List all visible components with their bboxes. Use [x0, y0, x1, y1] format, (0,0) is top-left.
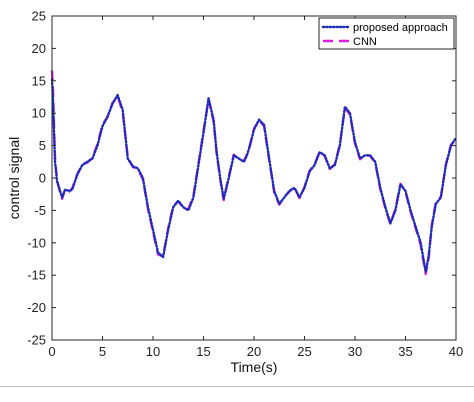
y-tick-label: 20: [32, 41, 46, 56]
legend-label-proposed-approach: proposed approach: [353, 22, 448, 34]
x-axis: 0 5 10 15 20 25 30 35 40: [48, 16, 463, 359]
y-tick-label: -20: [27, 300, 46, 315]
y-tick-label: -15: [27, 268, 46, 283]
y-axis: -25 -20 -15 -10 -5 0 5 10 15 20 25: [27, 9, 456, 348]
legend: proposed approach CNN: [318, 17, 455, 50]
series-layer: [50, 70, 458, 276]
legend-box: [318, 17, 455, 50]
y-tick-label: -25: [27, 333, 46, 348]
y-tick-label: -5: [34, 203, 46, 218]
legend-label-cnn: CNN: [353, 36, 377, 48]
y-axis-label: control signal: [6, 137, 22, 220]
y-tick-label: 5: [39, 138, 46, 153]
y-tick-label: -10: [27, 235, 46, 250]
x-tick-label: 25: [297, 344, 311, 359]
x-tick-label: 0: [48, 344, 55, 359]
y-tick-label: 25: [32, 9, 46, 24]
plot-area: [52, 16, 456, 340]
x-tick-label: 35: [398, 344, 412, 359]
y-tick-label: 0: [39, 171, 46, 186]
x-tick-label: 20: [247, 344, 261, 359]
x-tick-label: 5: [99, 344, 106, 359]
chart: 0 5 10 15 20 25 30 35 40 -25 -20 -15 -10 -5 0 5 10 15 20 2…: [6, 9, 463, 376]
x-axis-label: Time(s): [231, 359, 278, 375]
x-tick-label: 30: [348, 344, 362, 359]
x-tick-label: 10: [146, 344, 160, 359]
series-line-proposed-approach: [50, 78, 458, 274]
bottom-rule: [0, 386, 474, 387]
y-tick-label: 10: [32, 106, 46, 121]
x-tick-label: 40: [449, 344, 463, 359]
y-tick-label: 15: [32, 73, 46, 88]
x-tick-label: 15: [196, 344, 210, 359]
